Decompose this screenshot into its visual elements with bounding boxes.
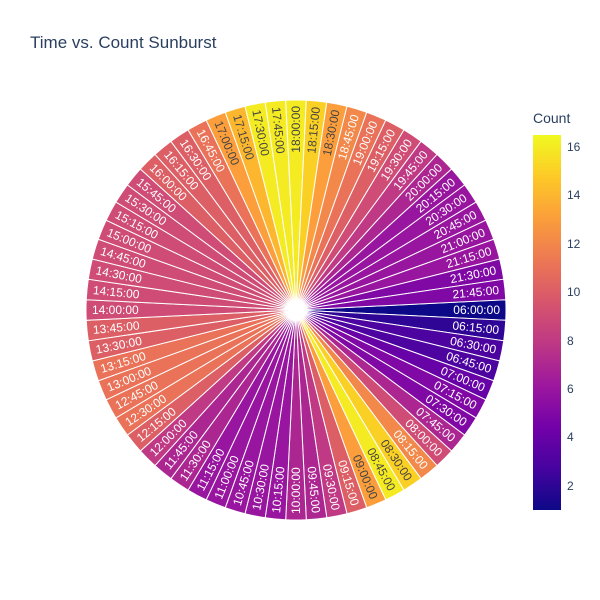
colorbar-tick-label: 16 [567,140,580,154]
colorbar-title: Count [533,110,570,126]
colorbar [533,135,561,510]
colorbar-tick-label: 12 [567,237,580,251]
colorbar-tick-label: 8 [567,334,574,348]
sector-label: 10:00:00 [289,467,303,514]
sector-label: 18:00:00 [289,106,303,153]
sunburst-sectors [86,100,506,520]
sector-label: 06:00:00 [453,303,500,317]
colorbar-tick-label: 10 [567,285,580,299]
colorbar-tick-label: 2 [567,479,574,493]
colorbar-tick-label: 14 [567,188,580,202]
colorbar-tick-label: 6 [567,382,574,396]
sector-label: 14:00:00 [92,303,139,317]
colorbar-tick-label: 4 [567,430,574,444]
